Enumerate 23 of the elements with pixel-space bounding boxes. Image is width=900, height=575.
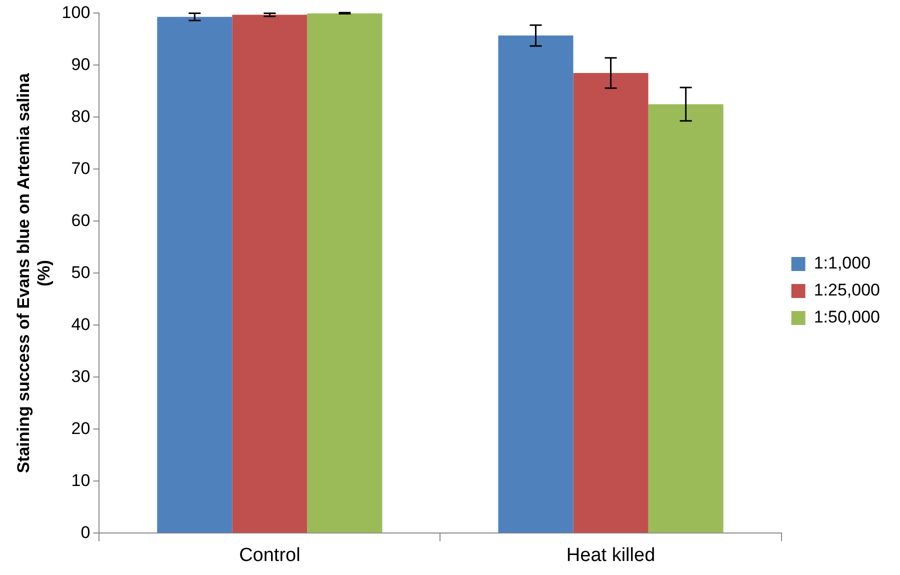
bar [232, 14, 308, 533]
y-tick-label: 100 [62, 2, 90, 22]
bar [648, 104, 724, 533]
y-tick-label: 90 [71, 54, 90, 74]
y-tick-label: 60 [71, 210, 90, 230]
y-tick-label: 70 [71, 158, 90, 178]
legend-label: 1:25,000 [814, 280, 880, 300]
bar [573, 73, 648, 533]
x-tick-label: Control [239, 544, 300, 566]
y-axis-title: Staining success of Evans blue on Artemia salina (%) [14, 72, 54, 474]
y-tick-label: 30 [71, 366, 90, 386]
legend-label: 1:50,000 [814, 308, 880, 327]
y-tick-label: 50 [71, 262, 90, 282]
y-tick-label: 10 [71, 470, 90, 490]
bar [157, 16, 232, 533]
y-tick-label: 0 [80, 522, 90, 542]
y-tick-label: 20 [71, 418, 90, 438]
y-tick-label: 40 [71, 314, 90, 334]
bar [498, 36, 574, 533]
y-tick-label: 80 [71, 106, 90, 126]
legend-label: 1:1,000 [814, 254, 871, 273]
bar [307, 13, 382, 533]
x-tick-label: Heat killed [566, 544, 656, 566]
